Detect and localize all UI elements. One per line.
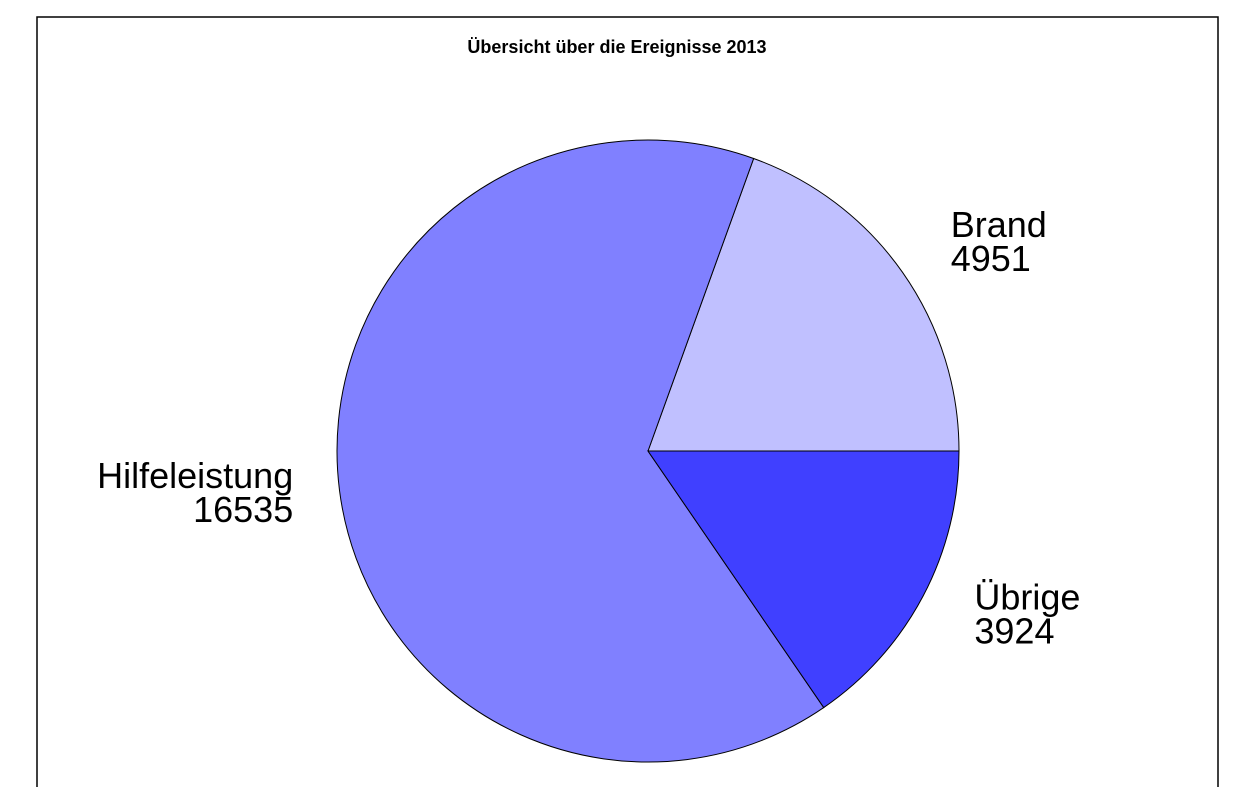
pie-slice (647, 450, 960, 709)
slice-value: 4951 (951, 238, 1031, 279)
slice-value: 3924 (974, 610, 1054, 651)
pie-slice (336, 139, 825, 763)
slice-value: 16535 (193, 489, 293, 530)
slice-label: Übrige (974, 576, 1080, 617)
pie-slice (647, 157, 960, 452)
chart-title: Übersicht über die Ereignisse 2013 (467, 37, 766, 57)
slice-label: Brand (951, 204, 1047, 245)
slice-label: Hilfeleistung (97, 455, 293, 496)
